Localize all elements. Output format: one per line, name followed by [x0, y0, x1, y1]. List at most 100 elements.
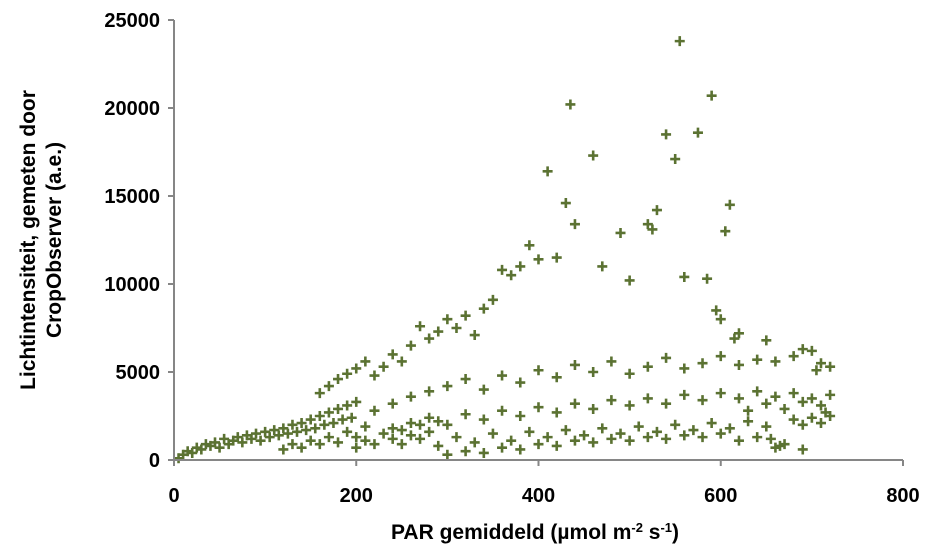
- data-point: [615, 227, 626, 238]
- x-axis-title: PAR gemiddeld (µmol m-2 s-1): [391, 520, 679, 544]
- data-point: [542, 432, 553, 443]
- data-point: [460, 409, 471, 420]
- data-point: [342, 400, 353, 411]
- data-point: [752, 354, 763, 365]
- data-point: [815, 418, 826, 429]
- data-point: [588, 437, 599, 448]
- data-point: [715, 428, 726, 439]
- data-point: [396, 356, 407, 367]
- data-point: [415, 321, 426, 332]
- data-point: [679, 363, 690, 374]
- data-point: [569, 219, 580, 230]
- data-point: [333, 437, 344, 448]
- data-point: [333, 374, 344, 385]
- data-point: [770, 391, 781, 402]
- data-point: [706, 418, 717, 429]
- data-point: [219, 433, 230, 444]
- data-point: [287, 439, 298, 450]
- data-point: [506, 435, 517, 446]
- data-point: [442, 449, 453, 460]
- y-tick-label: 25000: [104, 10, 160, 32]
- data-point: [606, 395, 617, 406]
- data-point: [642, 432, 653, 443]
- data-point: [770, 356, 781, 367]
- data-point: [733, 435, 744, 446]
- data-point: [720, 226, 731, 237]
- data-point: [788, 351, 799, 362]
- data-point: [487, 294, 498, 305]
- data-point: [774, 440, 785, 451]
- data-point: [679, 430, 690, 441]
- data-point: [670, 419, 681, 430]
- data-point: [433, 440, 444, 451]
- data-point: [282, 428, 293, 439]
- data-point: [825, 389, 836, 400]
- data-point: [733, 359, 744, 370]
- data-point: [743, 416, 754, 427]
- data-point: [378, 361, 389, 372]
- data-point: [424, 412, 435, 423]
- data-point: [715, 314, 726, 325]
- data-point: [729, 333, 740, 344]
- data-point: [337, 414, 348, 425]
- y-axis-title-line1: Lichtintensiteit, gemeten door: [17, 90, 40, 390]
- data-point: [323, 407, 334, 418]
- data-point: [624, 368, 635, 379]
- data-point: [524, 426, 535, 437]
- data-point: [651, 426, 662, 437]
- ticks: [168, 19, 904, 466]
- data-point: [251, 428, 262, 439]
- data-point: [301, 425, 312, 436]
- data-point: [232, 432, 243, 443]
- data-point: [405, 418, 416, 429]
- data-point: [342, 368, 353, 379]
- data-point: [542, 166, 553, 177]
- data-point: [642, 393, 653, 404]
- data-point: [460, 446, 471, 457]
- data-point: [752, 386, 763, 397]
- data-point: [460, 310, 471, 321]
- data-point: [442, 419, 453, 430]
- data-point: [296, 418, 307, 429]
- data-point: [237, 437, 248, 448]
- data-point: [624, 400, 635, 411]
- data-point: [569, 435, 580, 446]
- data-point: [469, 330, 480, 341]
- data-point: [387, 398, 398, 409]
- data-point: [305, 435, 316, 446]
- data-point: [255, 435, 266, 446]
- data-point: [597, 261, 608, 272]
- data-point: [533, 439, 544, 450]
- data-point: [478, 303, 489, 314]
- data-point: [323, 381, 334, 392]
- data-point: [319, 419, 330, 430]
- data-point: [342, 426, 353, 437]
- data-point: [478, 447, 489, 458]
- data-point: [579, 430, 590, 441]
- x-tick-label: 200: [340, 485, 373, 507]
- data-point: [387, 423, 398, 434]
- data-point: [210, 437, 221, 448]
- data-point: [442, 381, 453, 392]
- tick-labels: 0 200 400 600 800 0 5000 10000 15000 20000 25000: [104, 10, 919, 507]
- data-point: [661, 398, 672, 409]
- data-point: [715, 388, 726, 399]
- data-point: [624, 435, 635, 446]
- data-point: [497, 370, 508, 381]
- data-point: [551, 407, 562, 418]
- data-point: [588, 403, 599, 414]
- data-point: [565, 99, 576, 110]
- data-point: [360, 435, 371, 446]
- data-point: [269, 425, 280, 436]
- data-point: [588, 367, 599, 377]
- data-point: [533, 402, 544, 413]
- data-point: [551, 372, 562, 383]
- data-point: [697, 432, 708, 443]
- data-point: [378, 428, 389, 439]
- data-point: [588, 150, 599, 161]
- data-point: [264, 432, 275, 443]
- data-point: [273, 430, 284, 441]
- data-point: [314, 388, 325, 399]
- data-point: [360, 421, 371, 432]
